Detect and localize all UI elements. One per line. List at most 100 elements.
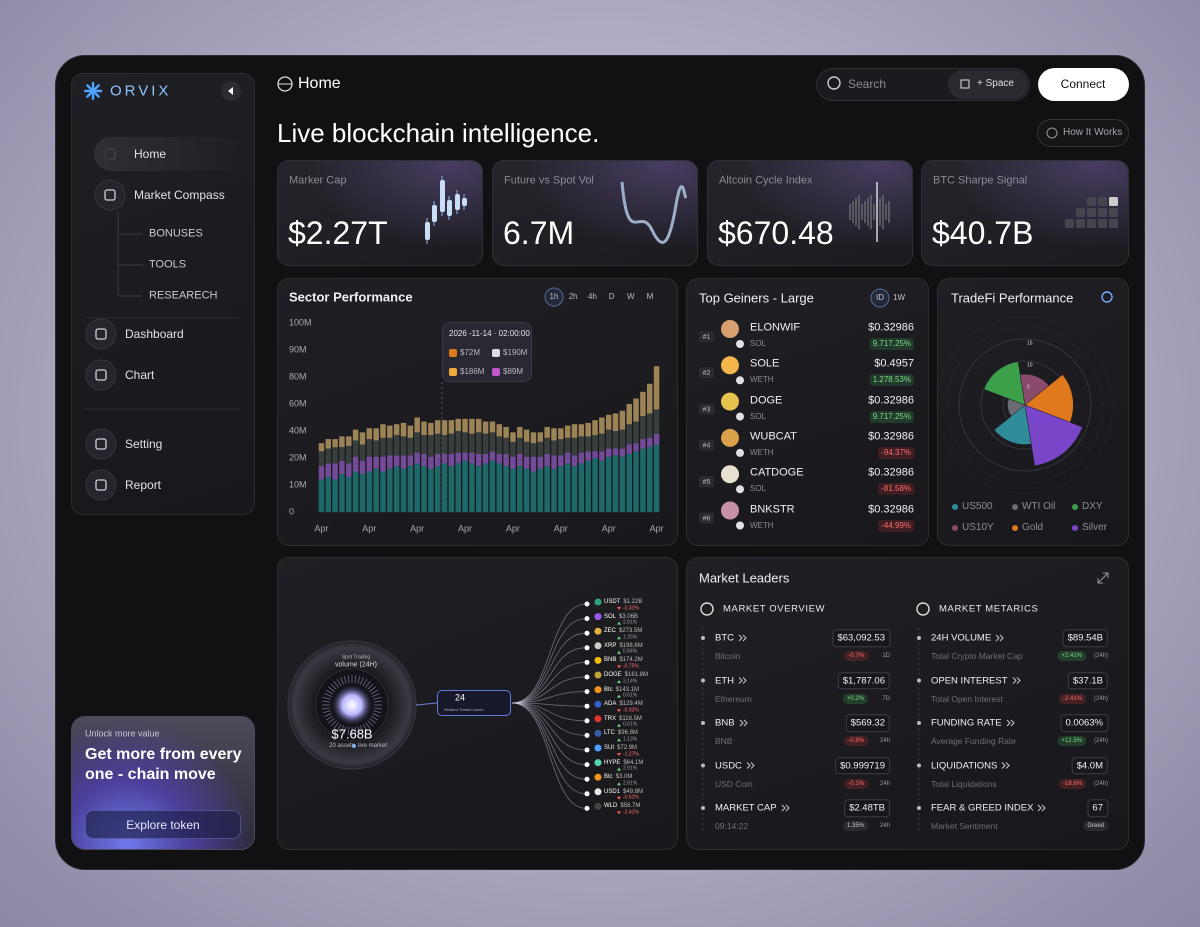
nav-item[interactable]: Setting — [125, 437, 163, 451]
help-label[interactable]: How It Works — [1063, 127, 1123, 138]
spot-tick — [360, 677, 364, 685]
token-row: BNB $174.2M — [604, 657, 643, 663]
change-arrow — [617, 753, 621, 756]
nav-item[interactable]: Chart — [125, 368, 155, 382]
chart-tab[interactable]: 2h — [568, 292, 578, 301]
token-volume: $58.7M — [620, 803, 641, 810]
chevron — [1012, 677, 1021, 684]
row-period: (24h) — [1093, 738, 1108, 744]
bar-segment — [462, 460, 468, 512]
token-icon — [594, 729, 602, 737]
row-symbol: FUNDING RATE — [931, 717, 1002, 729]
stat-card — [707, 160, 913, 266]
row-period: 7D — [882, 695, 890, 702]
bar-segment — [640, 416, 646, 440]
chart-tab[interactable]: D — [608, 292, 615, 301]
stat-value: $670.48 — [718, 215, 834, 251]
token-symbol: SOL — [604, 613, 617, 620]
row-price: 67 — [1087, 799, 1108, 817]
bar-segment — [476, 453, 482, 467]
bar-segment — [551, 468, 557, 512]
bar-segment — [339, 460, 345, 475]
connect-button[interactable] — [1038, 68, 1129, 101]
bar-segment — [455, 452, 461, 464]
row-price: $89.54B — [1062, 629, 1108, 647]
spot-tick — [343, 675, 347, 684]
panel-title: Top Geiners - Large — [699, 290, 814, 306]
r-tick-label: 5 — [1027, 384, 1030, 390]
nav-item[interactable]: Home — [134, 147, 167, 161]
price: $0.32986 — [868, 430, 914, 443]
bar-segment — [612, 413, 619, 431]
candle-body — [432, 205, 437, 222]
legend-label: Silver — [1082, 522, 1108, 533]
bar-segment — [339, 474, 345, 512]
change-arrow — [617, 650, 621, 654]
bar-segment — [380, 456, 386, 472]
chart-tab[interactable]: 4h — [587, 292, 597, 301]
token-row: USDT $1.22B — [604, 599, 642, 605]
bar-segment — [373, 456, 379, 469]
tab[interactable]: 1W — [893, 293, 905, 302]
section-title: MARKET OVERVIEW — [723, 603, 826, 615]
chart-tab[interactable]: M — [646, 292, 654, 301]
tab[interactable]: ID — [876, 293, 884, 302]
token-volume: $143.1M — [615, 686, 640, 693]
change-pill: -81.58% — [878, 483, 914, 496]
bar-segment — [551, 455, 557, 469]
nav-item[interactable]: Dashboard — [125, 327, 184, 341]
ring-decor — [946, 326, 1104, 484]
bar-segment — [626, 404, 632, 425]
bar-segment — [407, 437, 414, 456]
fan-line — [511, 603, 587, 704]
pixel-decor — [1098, 208, 1107, 217]
bar-segment — [421, 435, 427, 454]
legend-dot — [1072, 504, 1078, 510]
bar-segment — [523, 456, 530, 469]
spot-tick — [328, 686, 335, 692]
timeline-dot — [701, 636, 705, 640]
bar-segment — [352, 440, 359, 457]
token-symbol: ZEC — [604, 628, 616, 635]
bar-segment — [352, 456, 359, 472]
spot-tick — [372, 713, 380, 717]
spot-tick — [357, 726, 361, 735]
help-button[interactable] — [1037, 119, 1129, 147]
tab-active — [870, 288, 890, 308]
nav-item[interactable]: Report — [125, 478, 162, 492]
submenu-item[interactable]: TOOLS — [149, 258, 187, 271]
bar-segment — [510, 432, 516, 442]
timeline-dot — [917, 636, 921, 640]
spot-tick — [373, 710, 382, 714]
bar-segment — [441, 435, 448, 454]
search-placeholder[interactable]: Search — [848, 77, 887, 91]
tooltip-value: $190M — [503, 348, 528, 357]
token-change: -0.31% — [623, 605, 639, 612]
row-symbol: ETH — [715, 674, 734, 686]
bar-segment — [599, 417, 605, 434]
chart-tab[interactable]: 1h — [549, 292, 559, 301]
bar-segment — [380, 424, 386, 438]
change-pill: 9.717.25% — [869, 410, 914, 423]
bar-segment — [612, 431, 619, 449]
token-symbol: DOGE — [604, 672, 622, 678]
fan-line — [511, 702, 587, 751]
collapse-icon — [228, 87, 233, 95]
stat-label: BTC Sharpe Signal — [933, 174, 1028, 187]
chevron — [1001, 762, 1010, 769]
token-row: Btc $143.1M — [604, 687, 639, 693]
submenu-item[interactable]: BONUSES — [149, 227, 203, 240]
promo-button-label[interactable]: Explore token — [126, 818, 200, 832]
bar-segment — [571, 437, 578, 456]
promo-button[interactable] — [85, 810, 241, 839]
nav-item[interactable]: Market Compass — [134, 188, 225, 202]
spot-tick — [360, 725, 364, 733]
submenu-item[interactable]: RESEARECH — [149, 289, 218, 302]
connect-label[interactable]: Connect — [1060, 77, 1106, 91]
row-price: $1,787.06 — [837, 671, 890, 690]
pixel-decor — [1098, 219, 1107, 228]
panel-icon — [1101, 291, 1113, 303]
spot-tick — [347, 675, 350, 684]
chart-tab[interactable]: W — [627, 292, 635, 301]
logo: ORVIX — [110, 82, 172, 100]
